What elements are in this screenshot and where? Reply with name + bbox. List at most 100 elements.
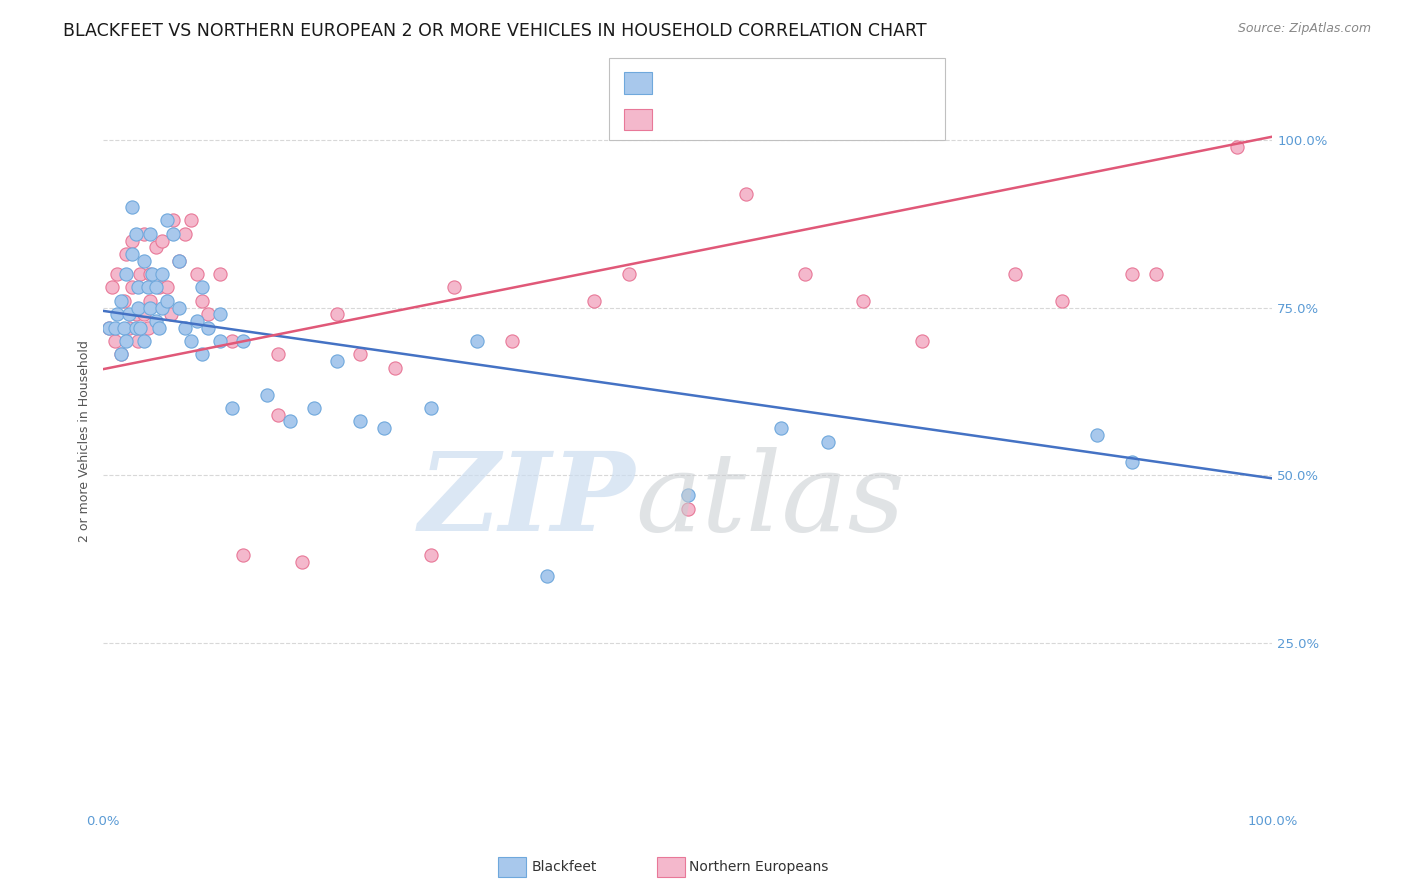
Point [162, 227, 184, 241]
Point [174, 227, 197, 241]
Point [1085, 427, 1108, 442]
Point [221, 334, 243, 348]
Point [97, 320, 120, 334]
Text: Source: ZipAtlas.com: Source: ZipAtlas.com [1237, 22, 1371, 36]
Point [1121, 267, 1143, 281]
Point [197, 320, 219, 334]
Point [132, 307, 155, 321]
Point [160, 307, 183, 321]
Point [127, 301, 149, 315]
Point [115, 334, 138, 348]
Point [770, 421, 793, 435]
Point [162, 213, 184, 227]
Point [115, 267, 138, 281]
Point [676, 501, 699, 516]
Point [112, 293, 135, 308]
Point [911, 334, 934, 348]
Point [136, 320, 159, 334]
Point [186, 267, 208, 281]
Point [121, 234, 143, 248]
Point [115, 247, 138, 261]
Point [145, 240, 167, 254]
Point [1050, 293, 1073, 308]
Text: BLACKFEET VS NORTHERN EUROPEAN 2 OR MORE VEHICLES IN HOUSEHOLD CORRELATION CHART: BLACKFEET VS NORTHERN EUROPEAN 2 OR MORE… [63, 22, 927, 40]
Point [125, 320, 148, 334]
Point [326, 354, 349, 368]
Point [852, 293, 875, 308]
Point [110, 347, 132, 361]
Point [167, 301, 190, 315]
Point [180, 213, 202, 227]
Text: R = -0.283   N = 56: R = -0.283 N = 56 [662, 74, 852, 92]
Point [118, 320, 141, 334]
Text: Blackfeet: Blackfeet [531, 860, 596, 874]
Point [150, 234, 173, 248]
Point [167, 253, 190, 268]
Point [167, 253, 190, 268]
Point [419, 549, 441, 563]
Point [110, 293, 132, 308]
Point [139, 293, 162, 308]
Point [156, 213, 179, 227]
Point [110, 347, 132, 361]
Point [148, 320, 170, 334]
Point [132, 334, 155, 348]
Point [267, 347, 290, 361]
Point [373, 421, 395, 435]
Point [326, 307, 349, 321]
Point [132, 253, 155, 268]
Point [221, 401, 243, 415]
Point [349, 414, 371, 428]
Point [139, 227, 162, 241]
Point [676, 488, 699, 502]
Point [180, 334, 202, 348]
Point [197, 307, 219, 321]
Point [278, 414, 301, 428]
Point [174, 320, 197, 334]
Point [817, 434, 839, 449]
Point [104, 334, 127, 348]
Point [419, 401, 441, 415]
Point [583, 293, 606, 308]
Point [1226, 139, 1249, 153]
Point [619, 267, 641, 281]
Point [145, 280, 167, 294]
Point [121, 280, 143, 294]
Point [267, 408, 290, 422]
Point [384, 360, 406, 375]
Text: Northern Europeans: Northern Europeans [689, 860, 828, 874]
Point [136, 280, 159, 294]
Point [735, 186, 758, 201]
Point [127, 280, 149, 294]
Y-axis label: 2 or more Vehicles in Household: 2 or more Vehicles in Household [79, 341, 91, 542]
Point [793, 267, 815, 281]
Text: atlas: atlas [636, 447, 905, 554]
Point [125, 227, 148, 241]
Point [105, 307, 128, 321]
Text: R =  0.362   N = 54: R = 0.362 N = 54 [662, 111, 852, 128]
Point [191, 280, 214, 294]
Point [150, 267, 173, 281]
Point [121, 200, 143, 214]
Point [156, 293, 179, 308]
Point [191, 347, 214, 361]
Point [232, 549, 254, 563]
Point [291, 555, 314, 569]
Point [127, 334, 149, 348]
Point [208, 307, 231, 321]
Point [256, 387, 278, 401]
Point [139, 267, 162, 281]
Point [465, 334, 488, 348]
Point [118, 307, 141, 321]
Point [501, 334, 523, 348]
Point [1004, 267, 1026, 281]
Point [132, 227, 155, 241]
Point [112, 320, 135, 334]
Point [208, 267, 231, 281]
Point [191, 293, 214, 308]
Point [1144, 267, 1167, 281]
Point [141, 267, 163, 281]
Point [232, 334, 254, 348]
Point [156, 280, 179, 294]
Point [302, 401, 325, 415]
